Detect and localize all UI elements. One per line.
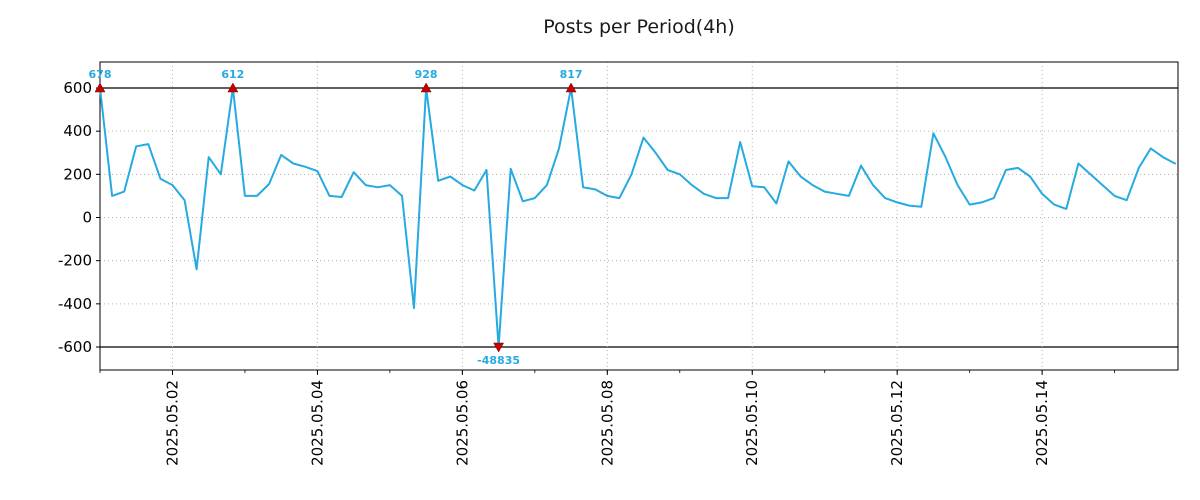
y-tick-label: -400 — [58, 295, 92, 313]
peak-value-label: 678 — [89, 68, 112, 81]
x-tick-label: 2025.05.10 — [743, 380, 761, 466]
x-tick-label: 2025.05.06 — [453, 380, 471, 466]
x-tick-label: 2025.05.14 — [1033, 380, 1051, 466]
x-tick-label: 2025.05.12 — [888, 380, 906, 466]
chart-title: Posts per Period(4h) — [543, 16, 735, 38]
y-tick-label: -200 — [58, 252, 92, 270]
series-line — [99, 87, 1176, 348]
peak-value-label: 817 — [560, 68, 583, 81]
peak-marker — [227, 82, 239, 93]
peak-marker — [94, 82, 106, 93]
y-tick-label: 400 — [63, 122, 92, 140]
peak-marker — [565, 82, 577, 93]
trough-value-label: -48835 — [477, 354, 520, 367]
plot-border — [99, 61, 1179, 371]
y-tick-label: 600 — [63, 79, 92, 97]
y-tick-label: -600 — [58, 338, 92, 356]
peak-value-label: 928 — [415, 68, 438, 81]
peak-value-label: 612 — [221, 68, 244, 81]
y-tick-label: 0 — [82, 209, 92, 227]
x-tick-label: 2025.05.08 — [598, 380, 616, 466]
x-tick-label: 2025.05.02 — [163, 380, 181, 466]
y-tick-label: 200 — [63, 165, 92, 183]
x-tick-label: 2025.05.04 — [308, 380, 326, 466]
peak-marker — [420, 82, 432, 93]
trough-marker — [493, 342, 505, 353]
